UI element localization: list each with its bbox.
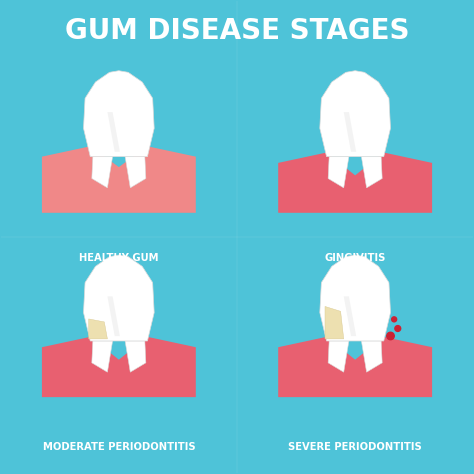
Circle shape [392,317,397,322]
Polygon shape [361,156,382,188]
Polygon shape [125,341,146,372]
Polygon shape [320,255,391,341]
Polygon shape [278,337,432,397]
Polygon shape [361,341,382,372]
Polygon shape [83,255,154,341]
Text: MODERATE PERIODONTITIS: MODERATE PERIODONTITIS [43,442,195,452]
Polygon shape [125,156,146,188]
Polygon shape [42,337,196,397]
Circle shape [387,332,394,340]
Polygon shape [344,112,356,152]
Polygon shape [108,112,120,152]
Polygon shape [83,71,154,156]
Text: GUM DISEASE STAGES: GUM DISEASE STAGES [65,18,409,46]
Polygon shape [328,156,349,188]
Polygon shape [108,296,120,336]
Text: HEALTHY GUM: HEALTHY GUM [79,253,159,263]
Polygon shape [328,341,349,372]
Polygon shape [320,71,391,156]
Text: GINGIVITIS: GINGIVITIS [325,253,386,263]
Polygon shape [278,153,432,213]
Polygon shape [92,156,113,188]
Polygon shape [42,146,196,213]
Circle shape [395,326,401,331]
Polygon shape [344,296,356,336]
Polygon shape [89,319,108,339]
Polygon shape [325,307,344,339]
Polygon shape [92,341,113,372]
Text: SEVERE PERIODONTITIS: SEVERE PERIODONTITIS [288,442,422,452]
